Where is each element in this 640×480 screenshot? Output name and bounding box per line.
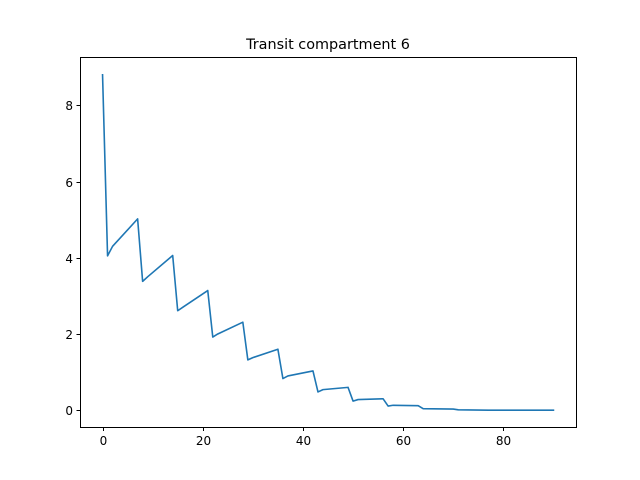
- x-tick-label: 0: [100, 434, 108, 448]
- series-group: [101, 73, 555, 412]
- y-tick-label: 0: [65, 404, 73, 418]
- y-tick-label: 6: [65, 176, 73, 190]
- x-axis-ticks: 0 20 40 60 80: [100, 427, 511, 448]
- y-axis-ticks: 0 2 4 6 8: [65, 99, 81, 418]
- x-tick-label: 40: [296, 434, 311, 448]
- y-tick-label: 4: [65, 252, 73, 266]
- x-tick-label: 80: [496, 434, 511, 448]
- x-tick-label: 20: [196, 434, 211, 448]
- x-tick-label: 60: [396, 434, 411, 448]
- chart-title: Transit compartment 6: [245, 37, 410, 53]
- y-tick-label: 8: [65, 99, 73, 113]
- series-line: [101, 73, 555, 412]
- y-tick-label: 2: [65, 328, 73, 342]
- plot-area-frame: [80, 57, 577, 428]
